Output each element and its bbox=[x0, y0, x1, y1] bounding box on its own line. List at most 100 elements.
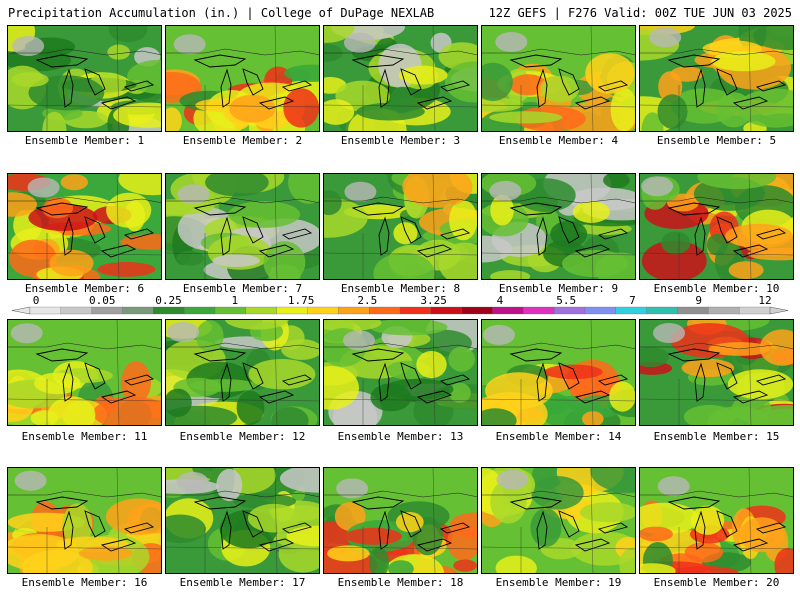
ensemble-member-label: Ensemble Member: 3 bbox=[340, 134, 461, 147]
ensemble-panel-7 bbox=[165, 173, 320, 280]
precip-map bbox=[481, 25, 636, 132]
ensemble-panel-4 bbox=[481, 25, 636, 132]
ensemble-member-label: Ensemble Member: 1 bbox=[24, 134, 145, 147]
ensemble-panel-2 bbox=[165, 25, 320, 132]
ensemble-member-label: Ensemble Member: 9 bbox=[498, 282, 619, 295]
colorbar-svg bbox=[11, 306, 789, 315]
ensemble-member-label: Ensemble Member: 14 bbox=[495, 430, 622, 443]
precip-map bbox=[323, 467, 478, 574]
colorbar-tick-label: 0 bbox=[32, 294, 40, 307]
colorbar-segment bbox=[708, 306, 740, 315]
ensemble-panel-13 bbox=[323, 319, 478, 426]
ensemble-panel-9 bbox=[481, 173, 636, 280]
ensemble-panel-18 bbox=[323, 467, 478, 574]
precip-map bbox=[7, 25, 162, 132]
precip-map bbox=[165, 467, 320, 574]
colorbar-tick-label: 12 bbox=[758, 294, 772, 307]
ensemble-member-label: Ensemble Member: 11 bbox=[21, 430, 148, 443]
colorbar-segment bbox=[153, 306, 185, 315]
ensemble-member-label: Ensemble Member: 4 bbox=[498, 134, 619, 147]
colorbar-segment bbox=[369, 306, 401, 315]
colorbar-segment bbox=[60, 306, 93, 315]
colorbar-tick-label: 0.25 bbox=[155, 294, 182, 307]
colorbar-tick-label: 5.5 bbox=[556, 294, 577, 307]
colorbar-tick-label: 4 bbox=[496, 294, 504, 307]
precip-map bbox=[165, 319, 320, 426]
ensemble-panel-20 bbox=[639, 467, 794, 574]
run-info: 12Z GEFS | F276 Valid: 00Z TUE JUN 03 20… bbox=[488, 6, 792, 20]
colorbar-segment bbox=[677, 306, 709, 315]
ensemble-member-label: Ensemble Member: 10 bbox=[653, 282, 780, 295]
colorbar-segment bbox=[523, 306, 555, 315]
colorbar-segment bbox=[399, 306, 432, 315]
precip-map bbox=[7, 467, 162, 574]
colorbar-segment bbox=[739, 306, 771, 315]
ensemble-panel-19 bbox=[481, 467, 636, 574]
ensemble-member-label: Ensemble Member: 5 bbox=[656, 134, 777, 147]
ensemble-panel-3 bbox=[323, 25, 478, 132]
colorbar-segment bbox=[122, 306, 154, 315]
ensemble-member-label: Ensemble Member: 8 bbox=[340, 282, 461, 295]
ensemble-panel-15 bbox=[639, 319, 794, 426]
ensemble-panel-8 bbox=[323, 173, 478, 280]
ensemble-panel-11 bbox=[7, 319, 162, 426]
precip-map bbox=[165, 25, 320, 132]
ensemble-member-label: Ensemble Member: 7 bbox=[182, 282, 303, 295]
colorbar-right-arrow bbox=[769, 306, 789, 315]
colorbar-segment bbox=[430, 306, 463, 315]
ensemble-member-label: Ensemble Member: 18 bbox=[337, 576, 464, 589]
ensemble-member-label: Ensemble Member: 20 bbox=[653, 576, 780, 589]
ensemble-member-label: Ensemble Member: 17 bbox=[179, 576, 306, 589]
colorbar-segment bbox=[91, 306, 123, 315]
ensemble-member-label: Ensemble Member: 16 bbox=[21, 576, 148, 589]
precip-map bbox=[639, 173, 794, 280]
ensemble-panel-10 bbox=[639, 173, 794, 280]
ensemble-panel-16 bbox=[7, 467, 162, 574]
colorbar-segment bbox=[338, 306, 370, 315]
ensemble-panel-5 bbox=[639, 25, 794, 132]
precip-map bbox=[639, 467, 794, 574]
precip-map bbox=[481, 319, 636, 426]
colorbar-tick-label: 3.25 bbox=[420, 294, 447, 307]
colorbar-segment bbox=[29, 306, 62, 315]
colorbar-tick-label: 1.75 bbox=[287, 294, 315, 307]
ensemble-member-label: Ensemble Member: 15 bbox=[653, 430, 780, 443]
precip-map bbox=[323, 173, 478, 280]
precip-map bbox=[7, 319, 162, 426]
ensemble-panel-17 bbox=[165, 467, 320, 574]
colorbar-segment bbox=[307, 306, 339, 315]
precip-map bbox=[323, 25, 478, 132]
colorbar-segment bbox=[184, 306, 216, 315]
colorbar-segment bbox=[492, 306, 524, 315]
ensemble-panel-6 bbox=[7, 173, 162, 280]
precip-map bbox=[639, 319, 794, 426]
ensemble-member-label: Ensemble Member: 6 bbox=[24, 282, 145, 295]
colorbar-segment bbox=[584, 306, 617, 315]
colorbar: 0 0.05 0.25 1 1.75 2.5 3.25 4 5.5 7 9 12 bbox=[0, 294, 800, 318]
colorbar-tick-label: 7 bbox=[629, 294, 636, 307]
ensemble-member-label: Ensemble Member: 13 bbox=[337, 430, 464, 443]
ensemble-panel-12 bbox=[165, 319, 320, 426]
ensemble-member-label: Ensemble Member: 12 bbox=[179, 430, 306, 443]
colorbar-tick-label: 1 bbox=[231, 294, 239, 307]
precip-map bbox=[165, 173, 320, 280]
precip-map bbox=[323, 319, 478, 426]
header: Precipitation Accumulation (in.) | Colle… bbox=[8, 6, 792, 22]
colorbar-segment bbox=[615, 306, 648, 315]
precip-map bbox=[7, 173, 162, 280]
ensemble-panel-14 bbox=[481, 319, 636, 426]
precip-map bbox=[481, 467, 636, 574]
colorbar-segment bbox=[554, 306, 586, 315]
ensemble-panel-1 bbox=[7, 25, 162, 132]
colorbar-tick-label: 2.5 bbox=[357, 294, 378, 307]
ensemble-member-label: Ensemble Member: 19 bbox=[495, 576, 622, 589]
colorbar-tick-label: 0.05 bbox=[89, 294, 116, 307]
colorbar-segment bbox=[245, 306, 278, 315]
precip-map bbox=[481, 173, 636, 280]
colorbar-segment bbox=[276, 306, 308, 315]
colorbar-segment bbox=[461, 306, 493, 315]
colorbar-left-arrow bbox=[11, 306, 31, 315]
colorbar-segment bbox=[214, 306, 247, 315]
colorbar-segment bbox=[646, 306, 678, 315]
map-title: Precipitation Accumulation (in.) | Colle… bbox=[8, 6, 435, 20]
